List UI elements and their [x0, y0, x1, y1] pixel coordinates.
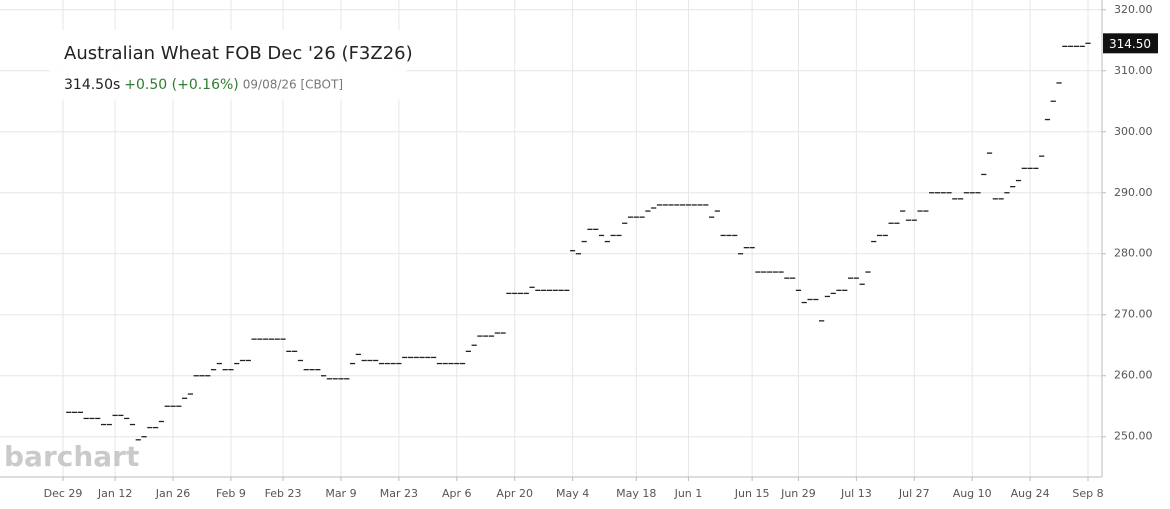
x-tick-label: Feb 23 [265, 487, 302, 500]
x-tick-label: Apr 6 [442, 487, 472, 500]
x-tick-label: Jul 13 [840, 487, 872, 500]
x-tick-label: Aug 24 [1011, 487, 1050, 500]
x-tick-label: Feb 9 [216, 487, 246, 500]
y-tick-label: 270.00 [1114, 308, 1153, 321]
last-price: 314.50s [64, 77, 120, 93]
price-tag [1103, 33, 1158, 54]
y-tick-label: 320.00 [1114, 3, 1153, 16]
header-box [50, 30, 406, 100]
price-change: +0.50 (+0.16%) [124, 77, 238, 93]
watermark: barchart [4, 440, 139, 473]
chart-title: Australian Wheat FOB Dec '26 (F3Z26) [64, 43, 413, 64]
x-tick-label: May 4 [556, 487, 589, 500]
x-tick-label: Sep 8 [1072, 487, 1103, 500]
y-tick-label: 260.00 [1114, 369, 1153, 382]
bars [66, 42, 1091, 441]
x-tick-label: Jul 27 [898, 487, 930, 500]
x-tick-label: Jan 12 [97, 487, 132, 500]
x-tick-label: Aug 10 [953, 487, 992, 500]
x-tick-label: Apr 20 [496, 487, 533, 500]
x-tick-label: Jun 15 [734, 487, 770, 500]
x-tick-label: Dec 29 [44, 487, 83, 500]
x-tick-label: Mar 9 [325, 487, 356, 500]
price-tag-label: 314.50 [1109, 37, 1151, 51]
x-tick-label: Jun 29 [780, 487, 816, 500]
y-tick-label: 300.00 [1114, 125, 1153, 138]
x-tick-label: May 18 [616, 487, 656, 500]
y-tick-label: 250.00 [1114, 430, 1153, 443]
y-tick-label: 310.00 [1114, 64, 1153, 77]
date-info: 09/08/26 [CBOT] [243, 78, 343, 92]
x-tick-label: Jan 26 [155, 487, 190, 500]
y-tick-label: 290.00 [1114, 186, 1153, 199]
x-tick-label: Mar 23 [380, 487, 418, 500]
x-tick-label: Jun 1 [674, 487, 703, 500]
y-tick-label: 280.00 [1114, 247, 1153, 260]
